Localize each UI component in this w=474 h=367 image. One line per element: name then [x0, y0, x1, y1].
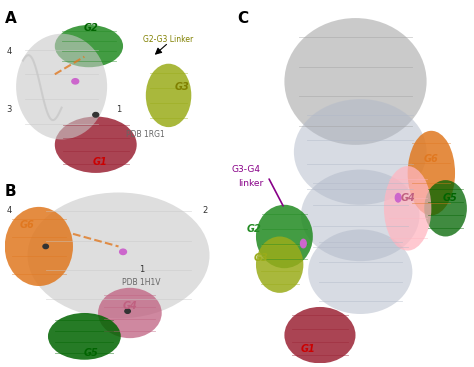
- Ellipse shape: [424, 180, 467, 236]
- Text: G2: G2: [246, 225, 261, 235]
- Ellipse shape: [294, 99, 427, 205]
- Ellipse shape: [408, 131, 455, 215]
- Text: PDB 1H1V: PDB 1H1V: [122, 278, 161, 287]
- Ellipse shape: [146, 64, 191, 127]
- Text: G3-G4: G3-G4: [232, 165, 261, 174]
- Text: linker: linker: [238, 179, 264, 188]
- Ellipse shape: [384, 166, 431, 251]
- Text: A: A: [5, 11, 17, 26]
- Circle shape: [301, 239, 306, 248]
- Text: 1: 1: [138, 265, 144, 274]
- Text: G4: G4: [122, 301, 137, 311]
- Text: G4: G4: [400, 193, 415, 203]
- Circle shape: [93, 113, 99, 117]
- Ellipse shape: [48, 313, 121, 360]
- Text: C: C: [237, 11, 248, 26]
- Text: G5: G5: [84, 348, 99, 357]
- Ellipse shape: [55, 25, 123, 67]
- Circle shape: [43, 244, 48, 248]
- Text: G6: G6: [424, 154, 439, 164]
- Ellipse shape: [98, 288, 162, 338]
- Text: PDB 1RG1: PDB 1RG1: [127, 130, 165, 139]
- Ellipse shape: [5, 207, 73, 286]
- Circle shape: [119, 249, 127, 255]
- Text: 4: 4: [7, 47, 12, 56]
- Ellipse shape: [16, 34, 107, 139]
- Text: B: B: [5, 184, 17, 199]
- Text: G3: G3: [175, 81, 190, 92]
- Text: G2-G3 Linker: G2-G3 Linker: [144, 34, 194, 44]
- Text: G5: G5: [443, 193, 458, 203]
- Text: G1: G1: [93, 157, 108, 167]
- Text: 1: 1: [116, 105, 121, 114]
- Ellipse shape: [55, 117, 137, 173]
- Circle shape: [125, 309, 130, 313]
- Ellipse shape: [301, 170, 419, 261]
- Text: G3: G3: [253, 252, 268, 263]
- Ellipse shape: [284, 18, 427, 145]
- Text: 4: 4: [7, 206, 12, 215]
- Text: 3: 3: [7, 105, 12, 114]
- Ellipse shape: [27, 192, 210, 318]
- Text: G1: G1: [301, 344, 316, 354]
- Text: G2: G2: [84, 23, 99, 33]
- Ellipse shape: [284, 307, 356, 363]
- Ellipse shape: [308, 229, 412, 314]
- Circle shape: [72, 79, 79, 84]
- Ellipse shape: [256, 205, 313, 268]
- Circle shape: [395, 193, 401, 202]
- Text: G6: G6: [20, 220, 35, 230]
- Text: 2: 2: [202, 206, 208, 215]
- Ellipse shape: [256, 236, 303, 293]
